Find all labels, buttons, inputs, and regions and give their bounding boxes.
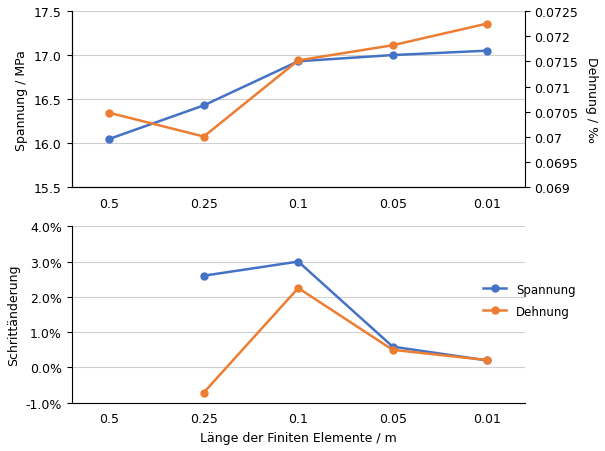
- Dehnung: [295, 285, 302, 291]
- Spannung: [483, 358, 491, 364]
- Y-axis label: Spannung / MPa: Spannung / MPa: [16, 50, 28, 150]
- X-axis label: Länge der Finiten Elemente / m: Länge der Finiten Elemente / m: [200, 431, 397, 444]
- Spannung: [200, 273, 208, 279]
- Spannung: [389, 344, 396, 350]
- Dehnung: [483, 358, 491, 363]
- Y-axis label: Dehnung / ‰: Dehnung / ‰: [585, 57, 598, 143]
- Dehnung: [389, 347, 396, 353]
- Dehnung: [200, 390, 208, 396]
- Line: Dehnung: Dehnung: [200, 285, 491, 396]
- Legend: Spannung, Dehnung: Spannung, Dehnung: [480, 281, 578, 321]
- Spannung: [295, 259, 302, 265]
- Y-axis label: Schrittänderung: Schrittänderung: [7, 264, 20, 365]
- Line: Spannung: Spannung: [200, 258, 491, 364]
